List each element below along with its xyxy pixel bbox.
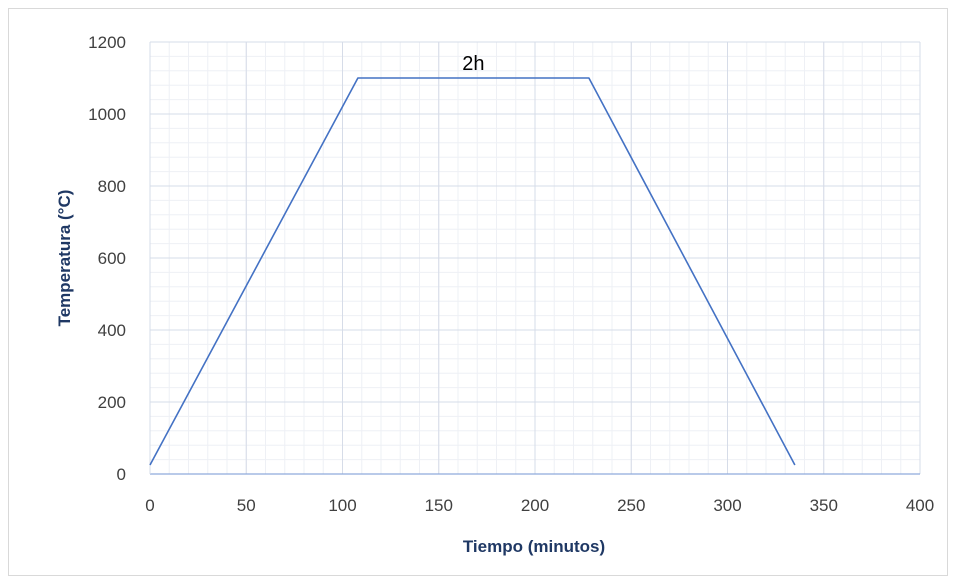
y-tick-labels: 0 200 400 600 800 1000 1200 xyxy=(88,33,126,484)
x-tick-label: 50 xyxy=(237,496,256,515)
y-axis-title: Temperatura (°C) xyxy=(55,190,74,327)
x-tick-label: 300 xyxy=(713,496,741,515)
x-tick-label: 0 xyxy=(145,496,154,515)
major-gridlines xyxy=(150,41,921,474)
chart-frame xyxy=(8,8,948,576)
y-tick-label: 800 xyxy=(98,177,126,196)
annotation-label: 2h xyxy=(462,53,484,75)
series-group xyxy=(149,77,796,466)
x-tick-label: 200 xyxy=(521,496,549,515)
annotations: 2h xyxy=(462,53,484,75)
y-tick-label: 0 xyxy=(117,465,126,484)
series-line xyxy=(149,77,796,466)
y-tick-label: 200 xyxy=(98,393,126,412)
axes xyxy=(149,42,920,475)
y-tick-label: 600 xyxy=(98,249,126,268)
y-tick-label: 400 xyxy=(98,321,126,340)
x-tick-label: 400 xyxy=(906,496,934,515)
x-axis-title: Tiempo (minutos) xyxy=(463,537,605,556)
x-tick-label: 350 xyxy=(810,496,838,515)
x-tick-labels: 0 50 100 150 200 250 300 350 400 xyxy=(145,496,934,515)
x-tick-label: 150 xyxy=(425,496,453,515)
x-tick-label: 250 xyxy=(617,496,645,515)
x-tick-label: 100 xyxy=(328,496,356,515)
y-tick-label: 1200 xyxy=(88,33,126,52)
y-tick-label: 1000 xyxy=(88,105,126,124)
